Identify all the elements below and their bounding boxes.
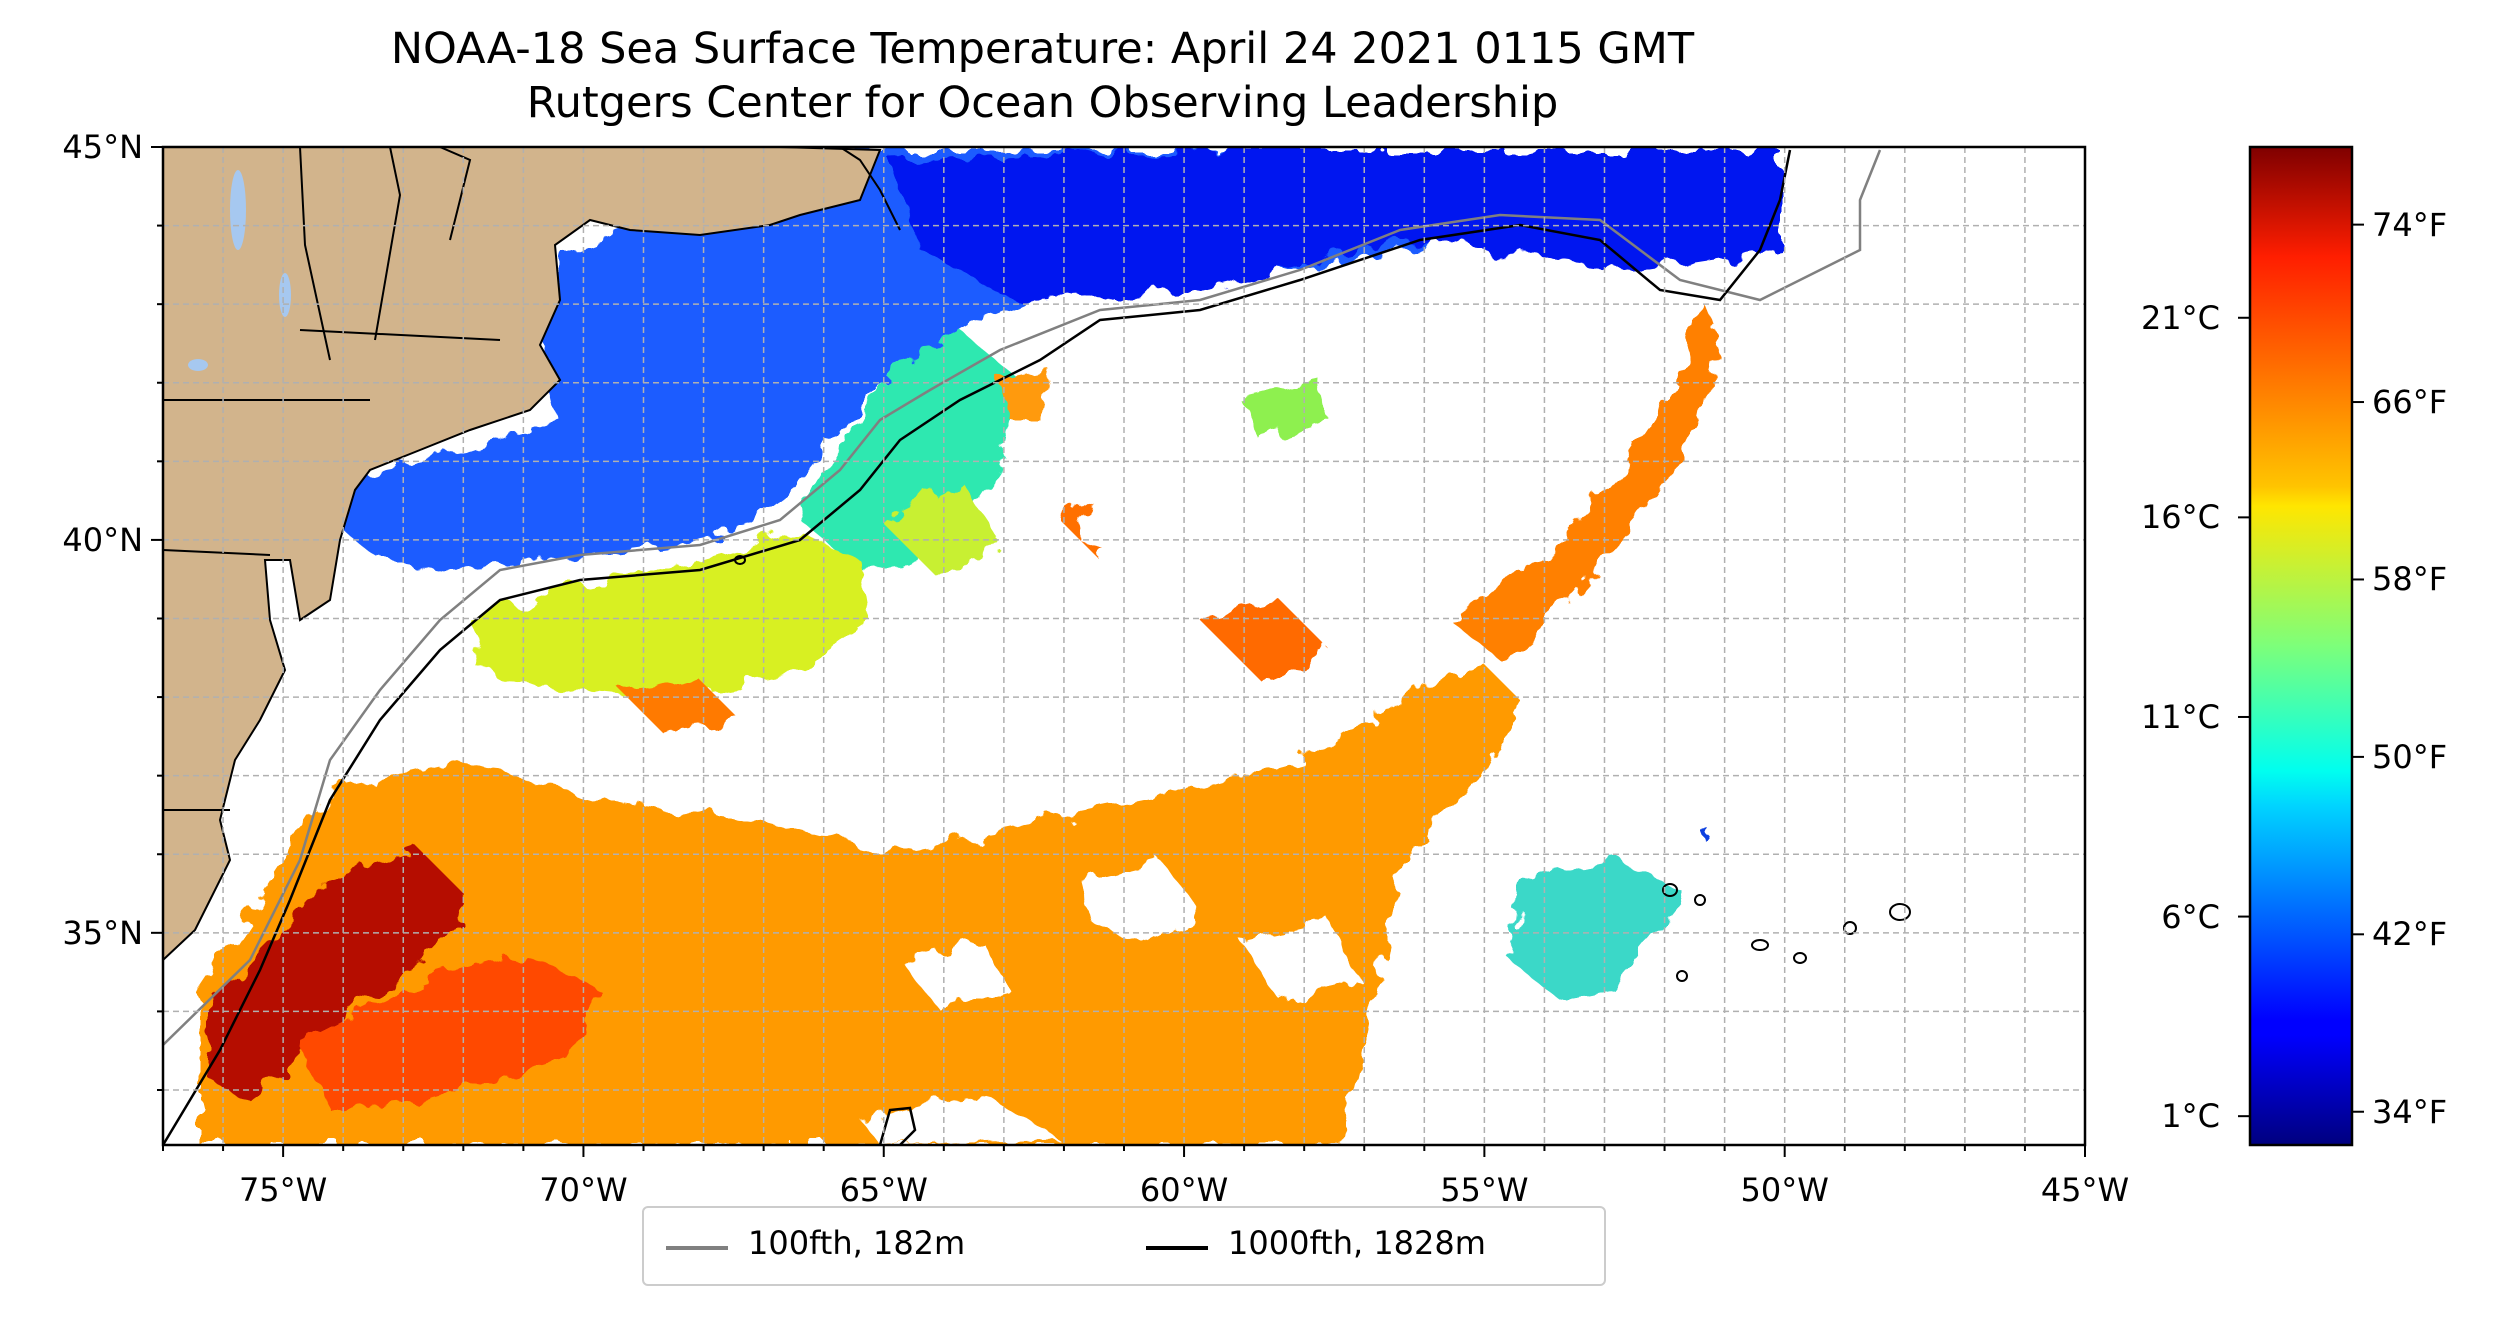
- colorbar-label-c: 6°C: [2161, 897, 2220, 936]
- map-title: NOAA-18 Sea Surface Temperature: April 2…: [390, 24, 1695, 74]
- legend-swatch-100fth: [666, 1246, 728, 1250]
- land-mass: [163, 147, 882, 962]
- colorbar-ticks: [2238, 223, 2364, 1118]
- seamount-contour: [878, 1106, 917, 1145]
- lat-tick-label: 40°N: [62, 520, 143, 559]
- legend-swatch-1000fth: [1146, 1246, 1208, 1250]
- map-subtitle: Rutgers Center for Ocean Observing Leade…: [526, 78, 1559, 128]
- colorbar-label-f: 58°F: [2372, 560, 2448, 599]
- lat-tick-label: 45°N: [62, 128, 143, 166]
- colorbar-label-f: 50°F: [2372, 737, 2448, 776]
- colorbar: [2248, 145, 2354, 1147]
- contour-1000fth: [163, 149, 1792, 1145]
- lon-tick-label: 65°W: [839, 1171, 928, 1209]
- lon-tick-label: 45°W: [2040, 1171, 2130, 1209]
- contour-100fth: [163, 149, 1882, 1046]
- lakes: [188, 170, 291, 371]
- gridlines: [163, 147, 2085, 1145]
- colorbar-label-f: 66°F: [2372, 383, 2448, 422]
- colorbar-label-c: 16°C: [2140, 498, 2220, 537]
- colorbar-label-c: 11°C: [2140, 697, 2220, 736]
- legend: 100fth, 182m 1000fth, 1828m: [642, 1206, 1606, 1286]
- lon-tick-label: 75°W: [238, 1171, 328, 1209]
- lat-tick-label: 35°N: [62, 913, 143, 952]
- colorbar-label-c: 1°C: [2161, 1097, 2220, 1136]
- colorbar-label-c: 21°C: [2140, 298, 2220, 337]
- legend-label-1000fth: 1000fth, 1828m: [1228, 1224, 1486, 1262]
- lon-tick-label: 70°W: [539, 1171, 628, 1209]
- legend-label-100fth: 100fth, 182m: [748, 1224, 966, 1262]
- colorbar-label-f: 34°F: [2372, 1092, 2448, 1131]
- axis-ticks: [151, 146, 2086, 1157]
- map-area: [163, 147, 2085, 1145]
- colorbar-label-f: 74°F: [2372, 205, 2448, 244]
- lon-tick-label: 60°W: [1139, 1171, 1229, 1209]
- state-borders: [163, 147, 501, 811]
- colorbar-label-f: 42°F: [2372, 915, 2448, 954]
- lon-tick-label: 55°W: [1440, 1171, 1529, 1209]
- nova-scotia: [839, 147, 901, 231]
- lon-tick-label: 50°W: [1740, 1171, 1829, 1209]
